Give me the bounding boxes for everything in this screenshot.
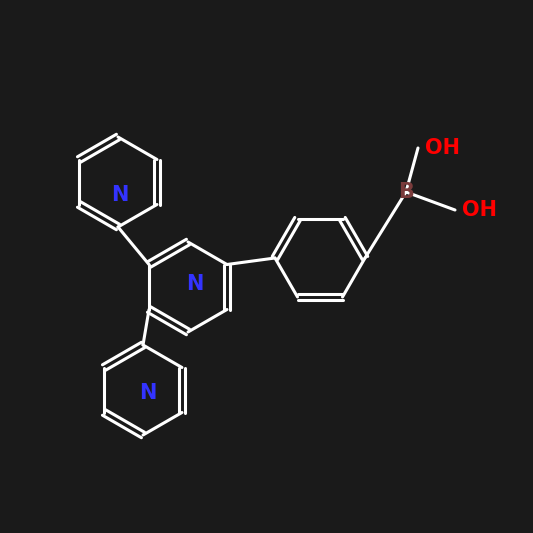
Text: N: N xyxy=(187,274,204,294)
Text: OH: OH xyxy=(425,138,460,158)
Text: B: B xyxy=(398,182,414,202)
Text: OH: OH xyxy=(462,200,497,220)
Text: N: N xyxy=(111,185,128,205)
Text: N: N xyxy=(139,383,157,403)
